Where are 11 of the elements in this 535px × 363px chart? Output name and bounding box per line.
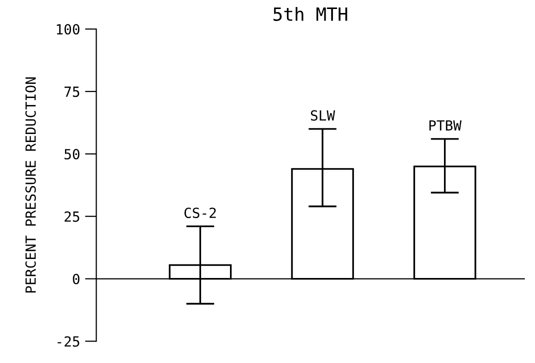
y-tick-label: 25 — [64, 211, 80, 222]
y-tick-label: -25 — [58, 336, 80, 347]
y-tick-label: 75 — [64, 86, 80, 97]
x-tick-label: PTBW — [429, 120, 462, 130]
y-tick-label: 50 — [64, 148, 80, 160]
y-tick-label: 0 — [72, 274, 80, 284]
x-tick-label: SLW — [310, 110, 336, 121]
y-axis-title: PERCENT PRESSURE REDUCTION — [25, 77, 36, 292]
y-tick-label: 100 — [56, 24, 80, 35]
chart-title: 5th MTH — [274, 6, 348, 21]
x-tick-label: CS-2 — [184, 208, 216, 218]
